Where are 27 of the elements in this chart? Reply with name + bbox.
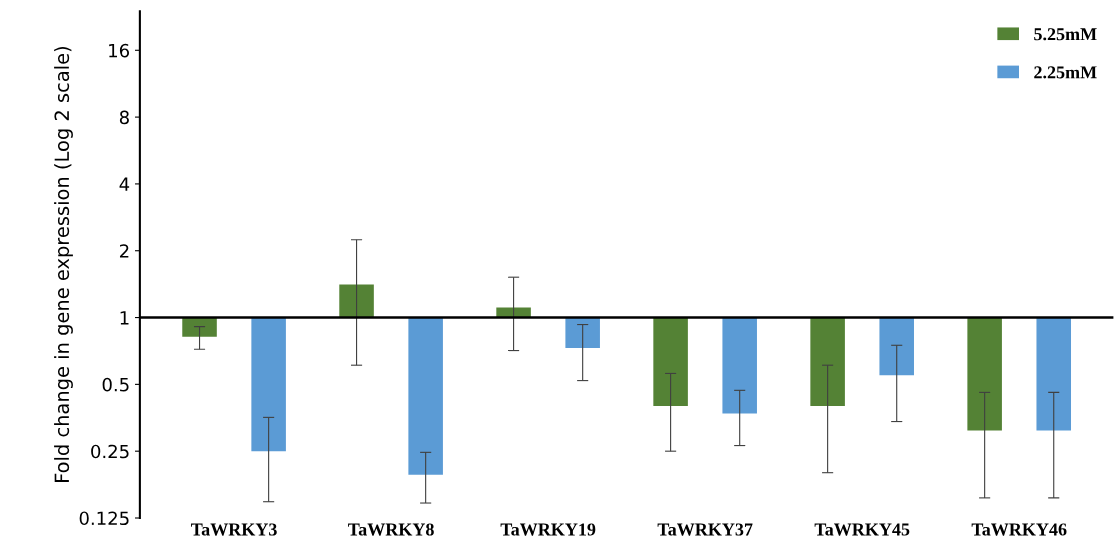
x-tick-label: TaWRKY3 (191, 523, 277, 536)
y-axis-title: Fold change in gene expression (Log 2 scale) (54, 47, 73, 482)
bar (339, 284, 374, 318)
x-tick-label: TaWRKY19 (500, 523, 596, 536)
y-tick-label: 0.125 (79, 511, 129, 526)
y-tick-label: 0.5 (102, 377, 129, 392)
bar (722, 317, 757, 414)
y-tick-label: 2 (119, 244, 129, 258)
x-tick-label: TaWRKY37 (657, 523, 753, 536)
x-tick-label: TaWRKY45 (814, 523, 910, 536)
legend-label: 5.25mM (1034, 28, 1097, 41)
y-tick-label: 4 (119, 177, 130, 191)
bar (653, 317, 688, 406)
x-tick-label: TaWRKY8 (348, 523, 434, 536)
legend-label: 2.25mM (1034, 66, 1097, 79)
bar (1036, 317, 1072, 431)
bar (251, 317, 286, 452)
bar (810, 317, 845, 406)
y-tick-label: 16 (109, 43, 130, 58)
y-tick-label: 8 (119, 110, 129, 125)
bar (408, 317, 443, 475)
y-tick-label: 0.25 (91, 444, 129, 459)
bar (565, 317, 600, 348)
y-tick-label: 1 (120, 311, 129, 325)
bar (967, 317, 1002, 431)
x-tick-label: TaWRKY46 (971, 523, 1067, 536)
bar (879, 317, 914, 376)
